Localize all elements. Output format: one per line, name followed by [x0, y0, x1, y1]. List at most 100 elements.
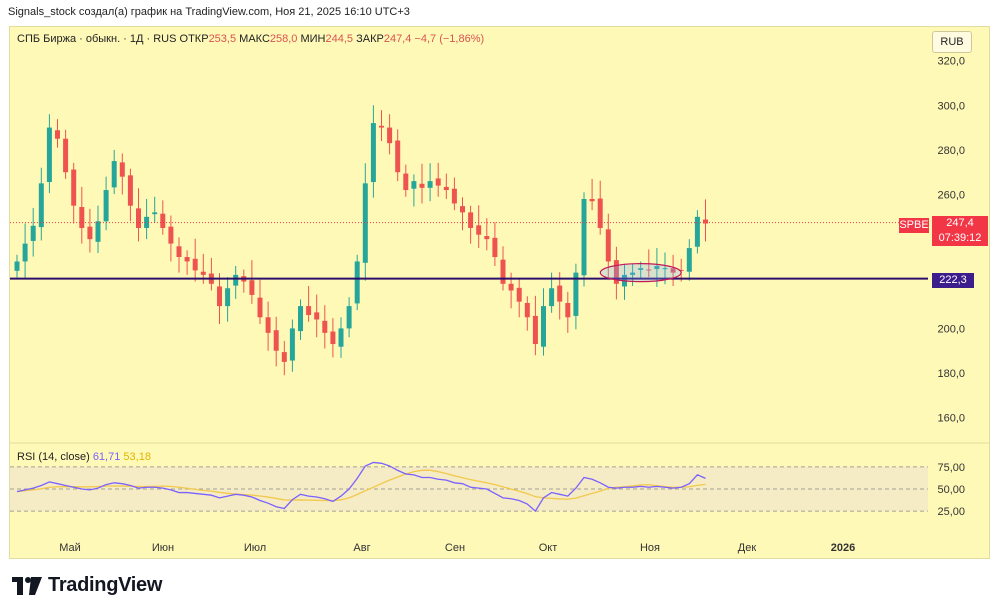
- candle-body: [192, 258, 198, 271]
- candle-body: [654, 265, 660, 270]
- candle-body: [152, 212, 158, 215]
- candle-body: [678, 269, 684, 271]
- candle-body: [443, 186, 449, 191]
- ohlc-legend: СПБ Биржа · обыкн. · 1Д · RUS ОТКР253,5 …: [17, 33, 484, 45]
- candle-body: [200, 271, 206, 275]
- tradingview-logo[interactable]: TradingView: [12, 574, 162, 597]
- candle-body: [217, 286, 222, 307]
- tradingview-logo-icon: [12, 576, 42, 595]
- candle-body: [573, 272, 579, 316]
- high-label: МАКС: [239, 33, 270, 45]
- candle-body: [370, 123, 376, 183]
- brand-name: TradingView: [48, 574, 163, 596]
- rsi-legend: RSI (14, close) 61,71 53,18: [17, 451, 151, 463]
- low-label: МИН: [300, 33, 326, 45]
- candle-body: [362, 183, 368, 263]
- candle-body: [484, 236, 490, 240]
- candle-body: [111, 161, 117, 188]
- low-value: 244,5: [325, 33, 354, 45]
- candle-body: [451, 188, 457, 204]
- candle-body: [476, 225, 482, 235]
- close-label: ЗАКР: [356, 33, 384, 45]
- candle-body: [168, 226, 174, 244]
- candle-body: [273, 330, 279, 351]
- candle-body: [257, 297, 263, 318]
- candle-body: [22, 243, 28, 262]
- high-value: 258,0: [269, 33, 298, 45]
- candles: [14, 105, 708, 376]
- candle-body: [589, 198, 595, 202]
- rsi-tick-label: 75,00: [937, 462, 965, 474]
- candle-body: [630, 272, 636, 275]
- price-tick-label: 160,0: [937, 413, 965, 425]
- candle-body: [411, 181, 417, 189]
- candle-body: [95, 221, 101, 242]
- time-tick-label: Авг: [353, 542, 370, 554]
- candle-body: [38, 183, 44, 228]
- candle-body: [330, 331, 336, 345]
- candle-body: [427, 181, 433, 188]
- countdown-value: 07:39:12: [938, 232, 982, 244]
- candle-body: [176, 246, 182, 258]
- candle-body: [557, 285, 563, 302]
- candle-body: [225, 288, 231, 307]
- time-tick-label: 2026: [831, 542, 855, 554]
- price-tick-label: 320,0: [937, 56, 965, 68]
- candle-body: [87, 226, 93, 240]
- candle-body: [500, 259, 506, 284]
- chart-caption: Signals_stock создал(а) график на Tradin…: [8, 6, 410, 18]
- rsi-label: RSI (14, close): [17, 451, 90, 463]
- price-tick-label: 200,0: [937, 323, 965, 335]
- consolidation-ellipse: [599, 263, 682, 283]
- time-tick-label: Июл: [244, 542, 266, 554]
- candle-body: [136, 208, 141, 228]
- candle-body: [79, 207, 85, 228]
- time-tick-label: Ноя: [640, 542, 660, 554]
- candle-body: [379, 125, 384, 128]
- candle-body: [541, 306, 546, 347]
- candle-body: [460, 206, 465, 213]
- candle-body: [524, 302, 530, 318]
- time-tick-label: Сен: [445, 542, 465, 554]
- candle-body: [249, 280, 255, 295]
- candle-body: [338, 328, 344, 347]
- candle-body: [638, 268, 644, 270]
- candle-body: [565, 302, 571, 318]
- candle-body: [492, 237, 498, 258]
- close-value: 247,4: [383, 33, 412, 45]
- candle-body: [694, 216, 700, 247]
- candle-body: [306, 306, 312, 316]
- price-tick-label: 280,0: [937, 145, 965, 157]
- candle-body: [435, 178, 441, 186]
- candle-body: [314, 312, 320, 320]
- last-price-value: 247,4: [946, 217, 974, 229]
- candle-body: [46, 127, 52, 183]
- rsi-line: [16, 461, 706, 513]
- candle-body: [646, 269, 652, 271]
- candle-body: [127, 175, 133, 206]
- candle-body: [597, 198, 603, 228]
- candle-body: [387, 127, 393, 144]
- rsi-value: 61,71: [92, 451, 121, 463]
- candle-body: [184, 257, 190, 262]
- candle-body: [119, 162, 125, 177]
- candle-body: [662, 268, 668, 270]
- candle-body: [613, 260, 619, 284]
- currency-button[interactable]: RUB: [932, 31, 972, 53]
- symbol-label: СПБ Биржа · обыкн. · 1Д · RUS: [17, 33, 177, 45]
- price-tick-label: 180,0: [937, 368, 965, 380]
- open-label: ОТКР: [179, 33, 209, 45]
- candle-body: [532, 315, 538, 345]
- candle-body: [670, 268, 676, 273]
- rsi-ma-value: 53,18: [123, 451, 151, 463]
- candle-body: [233, 274, 239, 286]
- candle-body: [703, 219, 708, 224]
- candle-body: [281, 352, 287, 362]
- candle-body: [354, 261, 360, 304]
- axes: 160,0 180,0 200,0 260,0 280,0 300,0 320,0 Май Ию…: [59, 56, 965, 554]
- chart-panel[interactable]: [9, 26, 990, 559]
- time-tick-label: Июн: [152, 542, 174, 554]
- level-tag: 222,3: [932, 273, 974, 288]
- ticker-tag: SPBE: [899, 218, 929, 233]
